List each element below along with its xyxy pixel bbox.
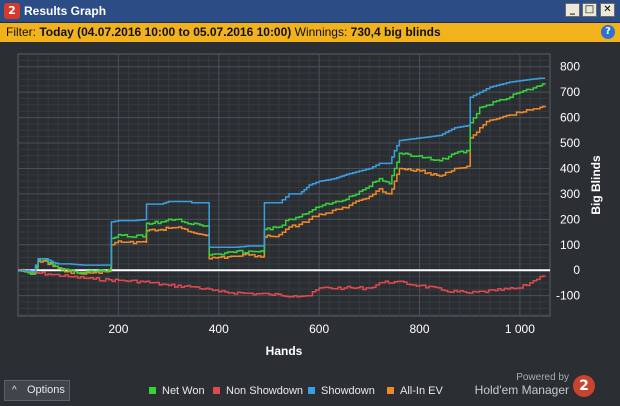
legend-swatch xyxy=(387,386,394,394)
help-icon[interactable]: ? xyxy=(601,25,615,39)
options-button[interactable]: ^ Options xyxy=(4,380,70,401)
filter-summary: Filter: Today (04.07.2016 10:00 to 05.07… xyxy=(6,25,441,39)
powered-by-branding: Powered by Hold'em Manager 2 xyxy=(475,369,595,401)
y-tick-label: 500 xyxy=(560,136,580,150)
winnings-value: 730,4 big blinds xyxy=(350,25,441,39)
x-axis-title: Hands xyxy=(266,344,303,358)
minimize-button[interactable]: _ xyxy=(565,3,580,17)
x-tick-label: 800 xyxy=(409,322,429,336)
y-tick-label: 200 xyxy=(560,212,580,226)
filter-bar: Filter: Today (04.07.2016 10:00 to 05.07… xyxy=(0,23,620,42)
legend-swatch xyxy=(149,386,156,394)
series-line-net-won xyxy=(18,83,546,276)
legend-swatch xyxy=(213,386,220,394)
series-line-showdown xyxy=(18,77,545,273)
y-tick-label: 700 xyxy=(560,85,580,99)
legend-swatch xyxy=(308,386,315,394)
options-label: Options xyxy=(27,384,65,396)
x-tick-label: 200 xyxy=(108,322,128,336)
legend-label: Non Showdown xyxy=(226,385,304,397)
chevron-up-icon: ^ xyxy=(12,385,17,396)
filter-value: Today (04.07.2016 10:00 to 05.07.2016 10… xyxy=(39,25,292,39)
y-tick-label: 0 xyxy=(573,263,580,277)
legend-item-all-in-ev[interactable]: All-In EV xyxy=(387,384,443,398)
maximize-button[interactable]: □ xyxy=(582,3,597,17)
filter-label: Filter: xyxy=(6,25,36,39)
legend-label: All-In EV xyxy=(400,385,443,397)
y-tick-label: 800 xyxy=(560,60,580,74)
legend-item-showdown[interactable]: Showdown xyxy=(308,384,375,398)
series-line-non-showdown xyxy=(18,269,546,298)
legend-label: Showdown xyxy=(321,385,375,397)
series-layer xyxy=(18,77,546,298)
y-tick-label: 400 xyxy=(560,161,580,175)
x-tick-labels: 200 400 600 800 1 000 xyxy=(108,322,535,336)
x-tick-label: 600 xyxy=(309,322,329,336)
powered-by-text: Powered by xyxy=(516,372,569,383)
brand-name: Hold'em Manager xyxy=(474,383,569,397)
y-tick-label: -100 xyxy=(556,289,580,303)
x-tick-label: 1 000 xyxy=(505,322,535,336)
window-title: Results Graph xyxy=(24,4,107,18)
legend-item-net-won[interactable]: Net Won xyxy=(149,384,205,398)
y-axis-title: Big Blinds xyxy=(589,155,603,215)
x-tick-label: 400 xyxy=(209,322,229,336)
y-tick-label: 600 xyxy=(560,111,580,125)
y-tick-label: 100 xyxy=(560,238,580,252)
y-tick-labels: -100 0 100 200 300 400 500 600 700 800 xyxy=(556,60,580,303)
legend-label: Net Won xyxy=(162,385,205,397)
app-logo-icon: 2 xyxy=(4,3,20,19)
winnings-label: Winnings: xyxy=(294,25,348,39)
brand-logo-icon: 2 xyxy=(573,375,595,397)
title-bar: 2 Results Graph _ □ ✕ xyxy=(0,0,620,23)
legend-item-non-showdown[interactable]: Non Showdown xyxy=(213,384,303,398)
results-chart: 200 400 600 800 1 000 -100010020030040050060… xyxy=(17,53,603,358)
y-tick-label: 300 xyxy=(560,187,580,201)
close-button[interactable]: ✕ xyxy=(600,3,615,17)
